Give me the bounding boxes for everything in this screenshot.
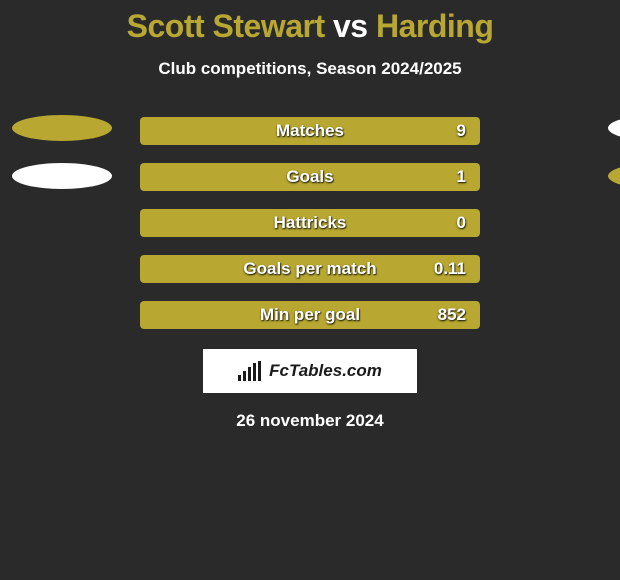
stat-value: 9: [344, 121, 466, 141]
vs-text: vs: [333, 8, 368, 44]
stat-label: Hattricks: [274, 213, 347, 233]
logo-text: FcTables.com: [269, 361, 382, 381]
stat-bar: Matches9: [140, 117, 480, 145]
comparison-chart: Matches9Goals1Hattricks0Goals per match0…: [0, 117, 620, 329]
stat-value: 852: [360, 305, 466, 325]
player1-name: Scott Stewart: [127, 8, 325, 44]
stat-value: 1: [334, 167, 466, 187]
player2-name: Harding: [376, 8, 493, 44]
stat-value: 0.11: [377, 259, 466, 279]
fctables-logo: FcTables.com: [203, 349, 417, 393]
subtitle: Club competitions, Season 2024/2025: [0, 59, 620, 79]
stat-label: Goals per match: [243, 259, 376, 279]
stat-bar: Goals1: [140, 163, 480, 191]
logo-bars-icon: [238, 361, 261, 381]
stat-value: 0: [346, 213, 466, 233]
date-text: 26 november 2024: [0, 411, 620, 431]
decorative-ellipse: [12, 115, 112, 141]
stat-label: Matches: [276, 121, 344, 141]
decorative-ellipse: [12, 163, 112, 189]
page-title: Scott Stewart vs Harding: [0, 0, 620, 45]
stat-bar: Goals per match0.11: [140, 255, 480, 283]
stat-label: Goals: [286, 167, 333, 187]
bars-container: Matches9Goals1Hattricks0Goals per match0…: [0, 117, 620, 329]
stat-bar: Hattricks0: [140, 209, 480, 237]
stat-label: Min per goal: [260, 305, 360, 325]
stat-bar: Min per goal852: [140, 301, 480, 329]
